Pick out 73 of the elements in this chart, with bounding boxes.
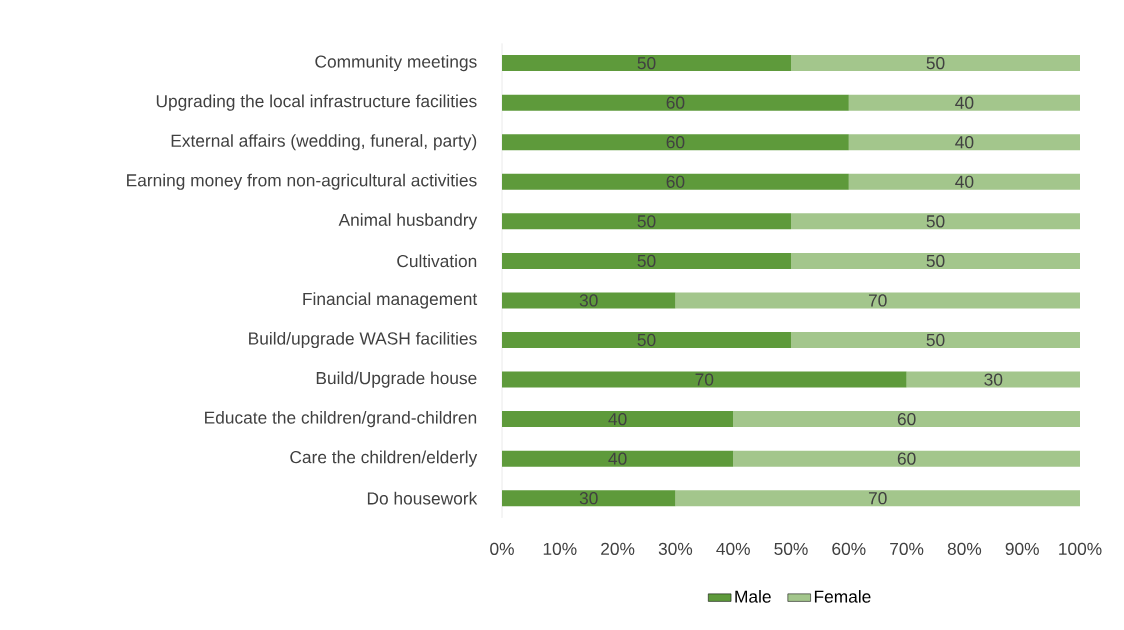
bar xyxy=(502,213,791,230)
data-label: 70 xyxy=(868,294,887,307)
data-label: 60 xyxy=(897,412,916,426)
data-label: 50 xyxy=(926,215,945,228)
bar xyxy=(502,173,849,190)
x-tick-label: 80% xyxy=(947,542,982,555)
y-tick-label: Care the children/elderly xyxy=(290,450,478,467)
y-tick-label: Build/upgrade WASH facilities xyxy=(249,331,477,349)
bar xyxy=(502,371,907,388)
bar xyxy=(848,173,1080,190)
bar xyxy=(502,94,849,111)
x-tick-label: 50% xyxy=(774,542,808,555)
data-label: 60 xyxy=(666,136,685,149)
bar xyxy=(675,292,1080,309)
bar xyxy=(733,411,1080,428)
bar xyxy=(502,331,791,348)
data-label: 50 xyxy=(926,254,945,268)
legend-label: Male xyxy=(735,590,771,603)
bar xyxy=(502,490,676,507)
data-label: 60 xyxy=(897,452,916,465)
data-label: 50 xyxy=(637,215,656,228)
y-tick-label: Financial management xyxy=(303,292,478,309)
bar xyxy=(906,371,1080,388)
bar xyxy=(791,331,1080,348)
bar xyxy=(502,411,734,428)
bar xyxy=(791,55,1080,72)
bar xyxy=(502,450,734,467)
x-tick-label: 90% xyxy=(1005,542,1039,555)
data-label: 70 xyxy=(695,373,714,386)
data-label: 40 xyxy=(955,96,974,109)
y-tick-label: Do housework xyxy=(367,491,478,505)
y-tick-label: Educate the children/grand-children xyxy=(205,411,477,428)
x-tick-label: 0% xyxy=(490,542,514,555)
data-label: 40 xyxy=(955,136,974,149)
bar xyxy=(791,252,1080,269)
data-label: 50 xyxy=(637,56,656,70)
bar xyxy=(502,134,849,151)
bar xyxy=(675,490,1080,507)
data-label: 60 xyxy=(666,175,685,188)
y-tick-label: Build/Upgrade house xyxy=(316,371,477,388)
data-label: 60 xyxy=(666,96,685,109)
x-tick-label: 20% xyxy=(601,542,635,555)
bar xyxy=(502,292,676,309)
bar xyxy=(502,55,791,72)
x-tick-label: 70% xyxy=(890,542,924,555)
y-tick-label: Cultivation xyxy=(397,254,477,268)
bar xyxy=(848,134,1080,151)
data-label: 40 xyxy=(608,412,627,426)
data-label: 50 xyxy=(637,254,656,268)
bar xyxy=(791,213,1080,230)
data-label: 50 xyxy=(637,333,656,347)
data-label: 50 xyxy=(926,56,945,70)
x-tick-label: 40% xyxy=(716,542,750,555)
x-tick-label: 30% xyxy=(658,542,693,555)
data-label: 30 xyxy=(984,373,1003,386)
x-tick-label: 100% xyxy=(1059,542,1102,555)
data-label: 40 xyxy=(608,452,627,465)
data-label: 30 xyxy=(579,492,598,505)
x-tick-label: 10% xyxy=(543,542,577,555)
y-tick-label: Upgrading the local infrastructure facilities xyxy=(156,94,477,111)
data-label: 70 xyxy=(868,492,887,505)
data-label: 50 xyxy=(926,333,945,347)
bar xyxy=(848,94,1080,111)
y-tick-label: Animal husbandry xyxy=(338,213,478,230)
bar xyxy=(733,450,1080,467)
legend-label: Female xyxy=(814,590,871,603)
x-tick-label: 60% xyxy=(832,542,866,555)
data-label: 40 xyxy=(955,175,974,188)
y-tick-label: Earning money from non-agricultural activities xyxy=(127,173,477,190)
y-tick-label: External affairs (wedding, funeral, party) xyxy=(171,134,477,151)
data-label: 30 xyxy=(579,294,598,307)
bar xyxy=(502,252,791,269)
y-tick-label: Community meetings xyxy=(315,55,477,72)
